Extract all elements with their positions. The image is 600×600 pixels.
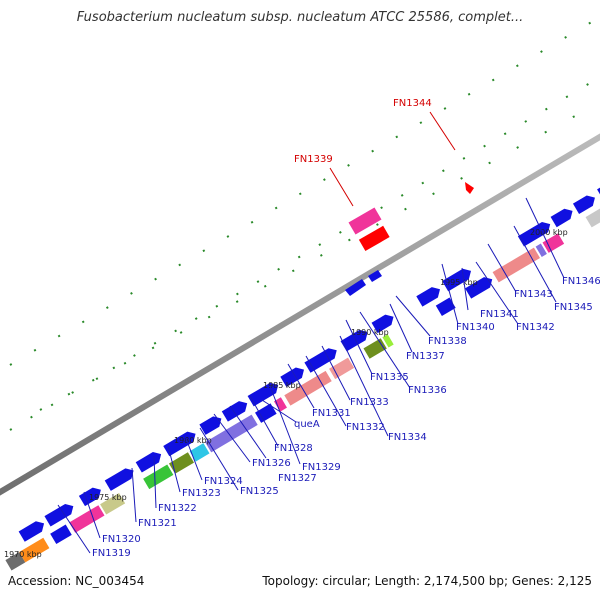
cds-arrow[interactable] [18, 161, 600, 542]
kbp-labels: 1970 kbp 1975 kbp 1980 kbp 1985 kbp 1990… [4, 228, 568, 559]
kbp-label: 2000 kbp [530, 228, 568, 237]
kbp-label: 1985 kbp [263, 381, 301, 390]
gene-label[interactable]: FN1343 [514, 289, 553, 300]
gene-label[interactable]: FN1340 [456, 322, 495, 333]
gene-label[interactable]: FN1332 [346, 422, 385, 433]
gene-label[interactable]: FN1342 [516, 322, 555, 333]
gene-label[interactable]: FN1335 [370, 372, 409, 383]
kbp-label: 1980 kbp [174, 436, 212, 445]
kbp-label: 1970 kbp [4, 550, 42, 559]
outer-tick-rows [9, 19, 596, 431]
gene-label[interactable]: FN1327 [278, 473, 317, 484]
accession-text: Accession: NC_003454 [8, 574, 145, 588]
gene-label-fn1344[interactable]: FN1344 [393, 98, 432, 109]
cds-colored-row[interactable] [5, 173, 600, 571]
gene-label[interactable]: FN1326 [252, 458, 291, 469]
gene-label[interactable]: FN1322 [158, 503, 197, 514]
gene-label[interactable]: queA [294, 419, 320, 430]
highlight-genes[interactable]: FN1339 FN1344 [294, 98, 474, 252]
map-title: Fusobacterium nucleatum subsp. nucleatum… [76, 10, 524, 25]
kbp-label: 1975 kbp [89, 493, 127, 502]
gene-label[interactable]: FN1320 [102, 534, 141, 545]
gene-label[interactable]: FN1331 [312, 408, 351, 419]
genome-backbone [0, 133, 600, 496]
gene-label[interactable]: FN1323 [182, 488, 221, 499]
gene-label[interactable]: FN1328 [274, 443, 313, 454]
gene-label[interactable]: FN1333 [350, 397, 389, 408]
gene-label[interactable]: FN1338 [428, 336, 467, 347]
gene-label[interactable]: FN1341 [480, 309, 519, 320]
gene-label[interactable]: FN1336 [408, 385, 447, 396]
gene-labels[interactable]: FN1319 FN1320 FN1321 FN1322 FN1323 FN132… [92, 276, 600, 559]
gene-label[interactable]: FN1325 [240, 486, 279, 497]
gene-label[interactable]: FN1321 [138, 518, 177, 529]
gene-label[interactable]: FN1337 [406, 351, 445, 362]
gene-label[interactable]: FN1334 [388, 432, 427, 443]
gene-label-fn1339[interactable]: FN1339 [294, 154, 333, 165]
gene-label[interactable]: FN1345 [554, 302, 593, 313]
genome-summary-text: Topology: circular; Length: 2,174,500 bp… [262, 574, 592, 588]
gene-label[interactable]: FN1346 [562, 276, 600, 287]
gene-label[interactable]: FN1329 [302, 462, 341, 473]
reverse-strand-genes[interactable] [345, 270, 382, 296]
gene-label[interactable]: FN1324 [204, 476, 243, 487]
kbp-label: 1995 kbp [440, 278, 478, 287]
kbp-label: 1990 kbp [351, 328, 389, 337]
gene-label[interactable]: FN1319 [92, 548, 131, 559]
gene-leader-lines [57, 197, 565, 554]
